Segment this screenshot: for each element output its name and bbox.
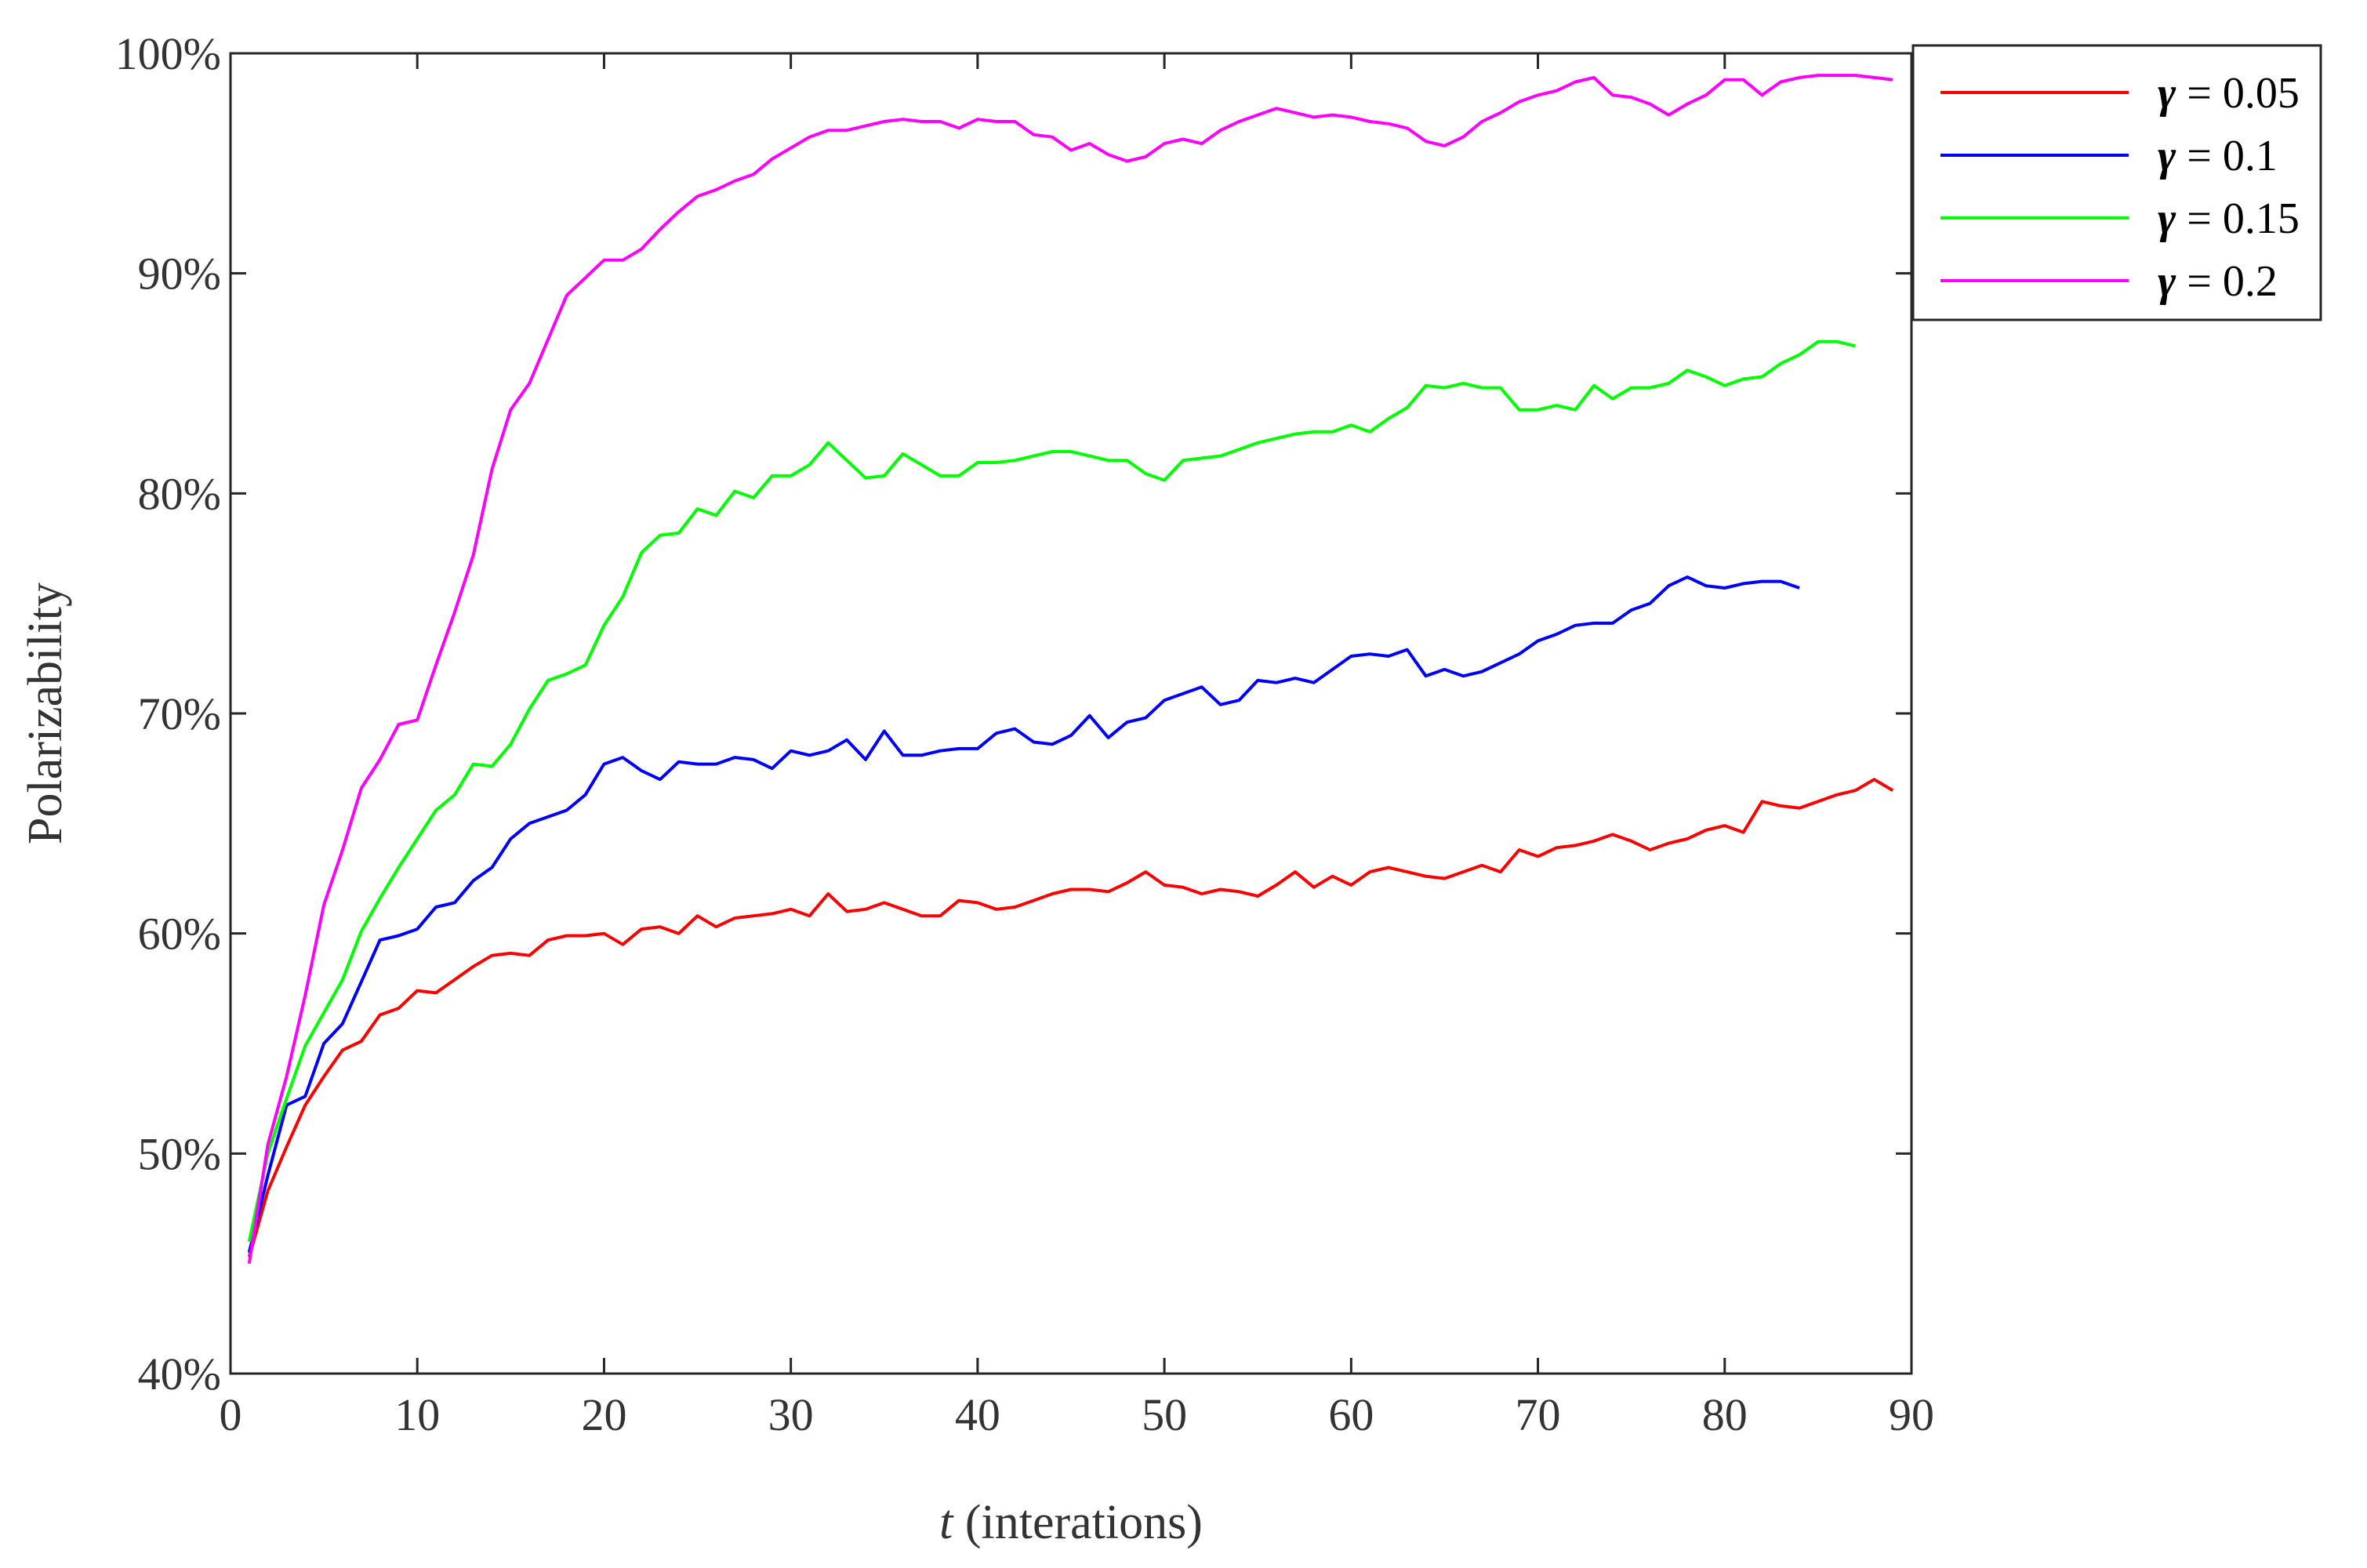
series-line-0: [247, 778, 1894, 1258]
y-tick-label: 70%: [138, 688, 221, 739]
series-line-3: [247, 74, 1893, 1265]
y-tick-label: 80%: [138, 468, 221, 519]
x-tick-label: 70: [1516, 1389, 1561, 1440]
y-axis-label: Polarizability: [19, 583, 72, 844]
series-line-2: [247, 339, 1856, 1243]
legend-symbol: γ: [2158, 69, 2176, 118]
legend-label-2: γ = 0.15: [2158, 194, 2300, 243]
x-tick-label: 10: [394, 1389, 440, 1440]
plot-area-frame: [229, 52, 1913, 1375]
legend-label-3: γ = 0.2: [2158, 257, 2278, 306]
legend-label-1: γ = 0.1: [2158, 132, 2278, 180]
x-tick-labels: 0 10 20 30 40 50 60 70 80 90: [220, 1389, 1935, 1440]
y-tick-label: 40%: [138, 1348, 221, 1399]
x-tick-label: 60: [1328, 1389, 1374, 1440]
y-tick-label: 60%: [138, 909, 221, 960]
x-axis-label-symbol: t: [939, 1496, 954, 1549]
legend-label-0: γ = 0.05: [2158, 69, 2300, 118]
plot-lines: [247, 74, 1894, 1265]
legend-items: γ = 0.05γ = 0.1γ = 0.15γ = 0.2: [1940, 69, 2300, 306]
y-tick-label: 50%: [138, 1128, 221, 1179]
x-tick-label: 30: [768, 1389, 814, 1440]
series-line-1: [247, 575, 1800, 1254]
legend-value: = 0.1: [2176, 132, 2278, 180]
y-tick-label: 90%: [138, 249, 221, 299]
legend-value: = 0.2: [2176, 257, 2278, 306]
legend-value: = 0.05: [2176, 69, 2300, 118]
legend-value: = 0.15: [2176, 194, 2300, 243]
x-tick-label: 80: [1702, 1389, 1748, 1440]
y-tick-label: 100%: [115, 28, 221, 79]
legend-symbol: γ: [2158, 257, 2176, 306]
x-tick-label: 20: [581, 1389, 626, 1440]
legend-symbol: γ: [2158, 132, 2176, 180]
x-axis-label-text: (interations): [953, 1496, 1203, 1549]
x-tick-label: 0: [220, 1389, 242, 1440]
x-tick-label: 50: [1142, 1389, 1187, 1440]
legend: γ = 0.05γ = 0.1γ = 0.15γ = 0.2: [1911, 44, 2322, 321]
x-tick-label: 40: [955, 1389, 1000, 1440]
y-tick-labels: 40% 50% 60% 70% 80% 90% 100%: [115, 28, 221, 1399]
x-axis-label: t (interations): [939, 1496, 1203, 1549]
x-tick-label: 90: [1889, 1389, 1934, 1440]
legend-symbol: γ: [2158, 194, 2176, 243]
